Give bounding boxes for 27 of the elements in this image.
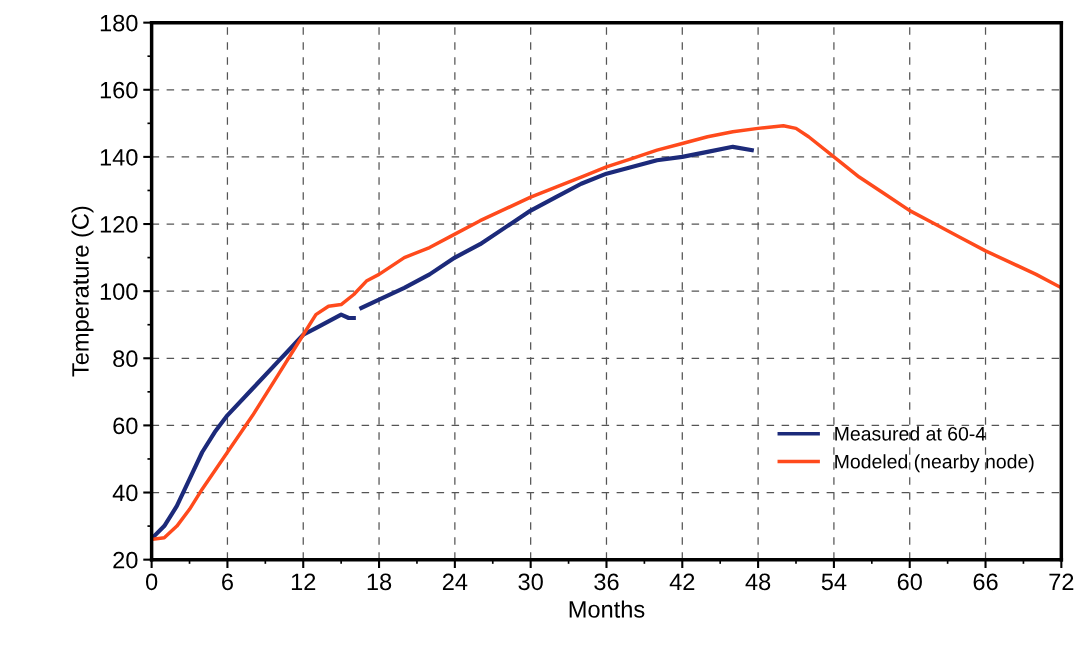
x-tick-label: 36 (594, 573, 619, 591)
x-tick-label: 54 (821, 573, 847, 591)
y-tick-label: 160 (100, 81, 138, 99)
line-series (151, 123, 1062, 542)
x-tick-label: 42 (669, 573, 695, 590)
y-tick-label: 120 (100, 216, 138, 233)
legend-label: Modeled (nearby node) (835, 454, 1034, 473)
y-tick-label: 40 (112, 484, 138, 502)
x-axis-title: Months (569, 600, 645, 618)
x-tick-label: 6 (222, 573, 233, 591)
y-tick-label: 80 (113, 350, 138, 368)
y-tick-label: 180 (100, 14, 138, 32)
x-tick-label: 72 (1049, 573, 1074, 590)
x-tick-label: 24 (442, 573, 468, 590)
x-tick-label: 60 (897, 573, 922, 591)
y-tick-label: 140 (100, 148, 138, 166)
y-axis-title: Temperature (C) (71, 206, 94, 377)
x-tick-label: 12 (291, 573, 316, 590)
x-tick-label: 66 (973, 573, 998, 591)
y-tick-label: 100 (100, 283, 138, 300)
y-tick-label: 20 (113, 551, 138, 569)
y-tick-label: 60 (113, 417, 138, 435)
x-tick-label: 18 (367, 573, 392, 591)
x-tick-label: 0 (145, 573, 158, 591)
x-tick-label: 48 (745, 573, 771, 591)
x-tick-label: 30 (518, 573, 543, 591)
legend-label: Measured at 60-4 (835, 426, 986, 441)
